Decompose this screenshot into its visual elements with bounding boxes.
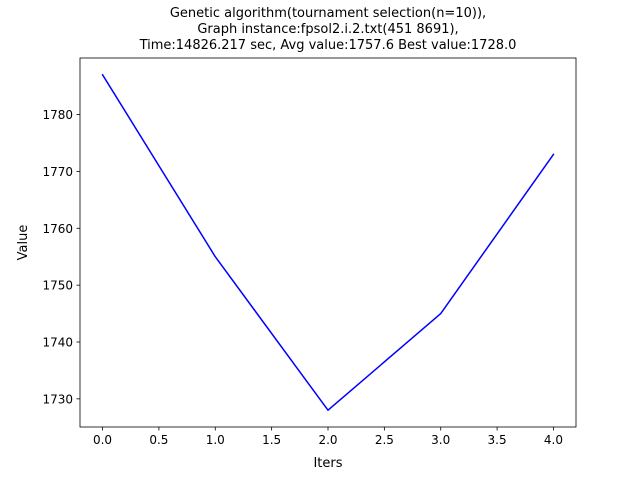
series-line-1 (101, 73, 555, 411)
x-tick-label: 1.5 (262, 433, 281, 447)
x-tick-label: 0.0 (93, 433, 112, 447)
chart-title-line-1: Genetic algorithm(tournament selection(n… (170, 6, 486, 21)
chart-title-line-3: Time:14826.217 sec, Avg value:1757.6 Bes… (139, 38, 517, 53)
data-layer (101, 73, 555, 411)
y-tick-label: 1730 (42, 392, 73, 406)
x-axis-label: Iters (313, 456, 342, 471)
y-axis-label: Value (16, 225, 31, 261)
x-tick-label: 3.5 (488, 433, 507, 447)
x-tick-label: 2.0 (318, 433, 337, 447)
x-tick-label: 0.5 (149, 433, 168, 447)
y-tick-label: 1740 (42, 335, 73, 349)
y-tick-label: 1750 (42, 279, 73, 293)
y-tick-label: 1780 (42, 108, 73, 122)
chart-title-line-2: Graph instance:fpsol2.i.2.txt(451 8691), (197, 22, 458, 37)
x-tick-label: 1.0 (206, 433, 225, 447)
x-tick-label: 3.0 (431, 433, 450, 447)
y-tick-label: 1760 (42, 222, 73, 236)
x-axis-ticks: 0.0 0.5 1.0 1.5 2.0 2.5 3.0 3.5 4.0 (93, 427, 563, 447)
y-axis-ticks: 1730 1740 1750 1760 1770 1780 (42, 108, 80, 406)
x-tick-label: 2.5 (375, 433, 394, 447)
y-tick-label: 1770 (42, 165, 73, 179)
plot-area (80, 58, 576, 427)
x-tick-label: 4.0 (544, 433, 563, 447)
